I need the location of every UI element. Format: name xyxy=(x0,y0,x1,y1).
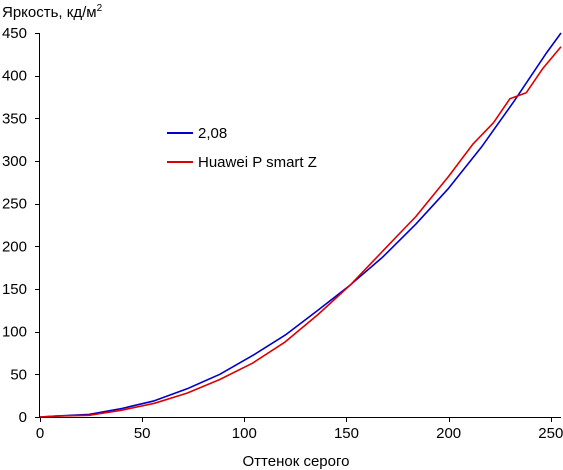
y-tick-label: 200 xyxy=(2,238,27,255)
x-tick-label: 100 xyxy=(232,425,257,442)
y-axis-title-text: Яркость, кд/м xyxy=(2,4,97,21)
y-axis-title: Яркость, кд/м2 xyxy=(2,3,103,21)
x-tick-label: 50 xyxy=(134,425,151,442)
x-tick-label: 150 xyxy=(334,425,359,442)
series-lines xyxy=(39,32,562,418)
y-tick-label: 50 xyxy=(10,366,27,383)
x-tick-label: 250 xyxy=(538,425,563,442)
legend-label-1: 2,08 xyxy=(198,125,227,142)
y-ticks: 0 50 100 150 200 250 300 350 400 450 xyxy=(2,25,40,426)
y-tick-label: 450 xyxy=(2,25,27,42)
axes xyxy=(39,33,561,418)
legend: 2,08 Huawei P smart Z xyxy=(167,125,317,171)
y-tick-label: 0 xyxy=(19,409,27,426)
y-tick-label: 150 xyxy=(2,281,27,298)
x-tick-label: 0 xyxy=(36,425,44,442)
series-line-1 xyxy=(39,32,562,418)
x-axis-title: Оттенок серого xyxy=(243,453,350,470)
y-tick-label: 300 xyxy=(2,153,27,170)
y-tick-label: 400 xyxy=(2,68,27,85)
y-tick-label: 100 xyxy=(2,324,27,341)
y-tick-label: 250 xyxy=(2,196,27,213)
x-ticks: 0 50 100 150 200 250 xyxy=(36,417,563,442)
series-line-2 xyxy=(39,46,562,418)
y-tick-label: 350 xyxy=(2,110,27,127)
legend-label-2: Huawei P smart Z xyxy=(198,154,317,171)
x-tick-label: 200 xyxy=(436,425,461,442)
y-axis-title-superscript: 2 xyxy=(97,3,103,14)
